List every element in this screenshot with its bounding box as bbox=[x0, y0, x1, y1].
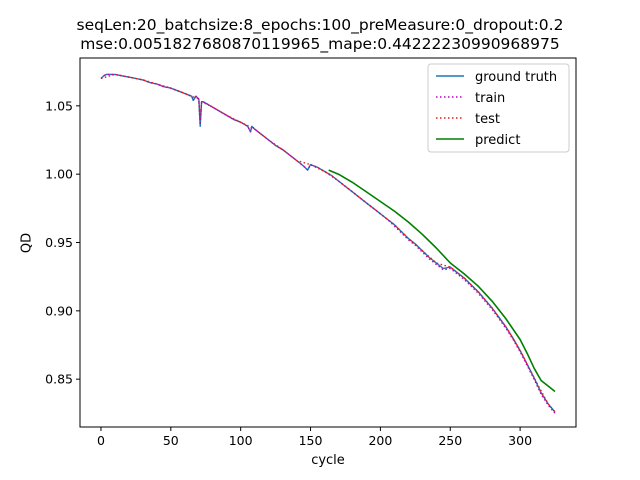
x-tick-label: 150 bbox=[299, 433, 323, 448]
chart-title-line-1: seqLen:20_batchsize:8_epochs:100_preMeas… bbox=[76, 16, 564, 34]
legend: ground truth train test predict bbox=[427, 63, 570, 153]
legend-label-ground-truth: ground truth bbox=[475, 70, 557, 85]
x-ticks: 0 50 100 150 200 250 300 bbox=[97, 427, 532, 448]
x-tick-label: 250 bbox=[438, 433, 462, 448]
x-tick-label: 100 bbox=[229, 433, 253, 448]
y-tick-label: 0.85 bbox=[45, 372, 73, 387]
y-tick-label: 1.05 bbox=[45, 98, 73, 113]
legend-label-predict: predict bbox=[475, 133, 520, 148]
y-ticks: 0.85 0.90 0.95 1.00 1.05 bbox=[45, 98, 80, 387]
x-tick-label: 50 bbox=[163, 433, 179, 448]
series-line-test bbox=[100, 73, 556, 413]
x-tick-label: 0 bbox=[97, 433, 105, 448]
y-axis-label: QD bbox=[19, 232, 35, 254]
chart-title-line-2: mse:0.005182768087011​9965_mape:0.442222… bbox=[80, 35, 560, 53]
y-tick-label: 0.95 bbox=[45, 235, 73, 250]
x-tick-label: 200 bbox=[368, 433, 392, 448]
y-tick-label: 1.00 bbox=[45, 167, 73, 182]
series-line-predict bbox=[328, 169, 556, 393]
series-layer bbox=[100, 73, 556, 414]
x-axis-label: cycle bbox=[311, 453, 345, 468]
legend-label-test: test bbox=[475, 112, 500, 127]
y-tick-label: 0.90 bbox=[45, 303, 73, 318]
x-tick-label: 300 bbox=[508, 433, 532, 448]
legend-label-train: train bbox=[475, 91, 505, 106]
legend-box bbox=[427, 63, 570, 153]
